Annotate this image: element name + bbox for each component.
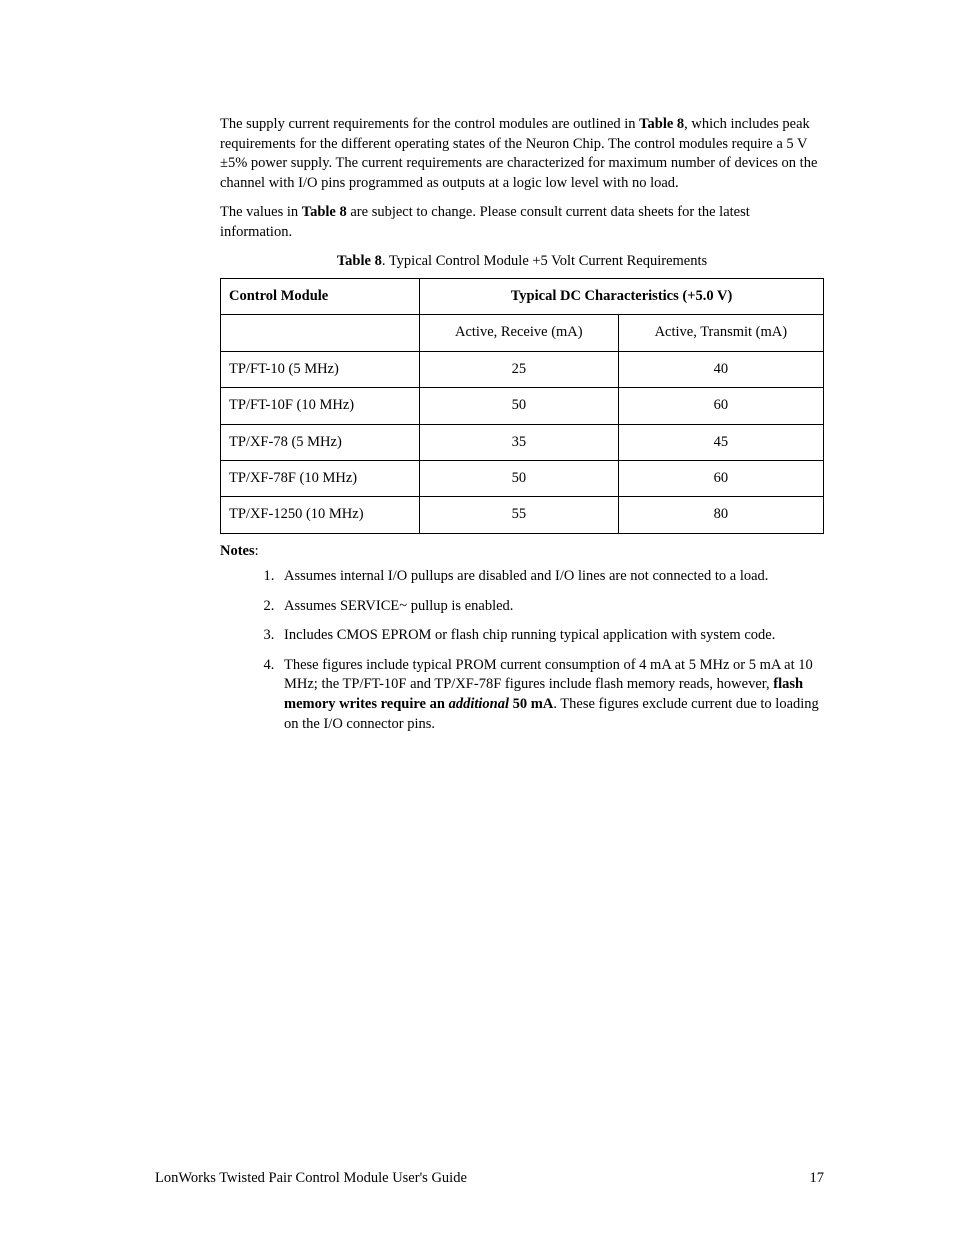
footer-page-number: 17: [810, 1170, 825, 1187]
note-item-2: Assumes SERVICE~ pullup is enabled.: [278, 597, 824, 617]
table-row: TP/XF-1250 (10 MHz) 55 80: [221, 497, 824, 533]
cell-transmit: 60: [618, 460, 823, 496]
cell-transmit: 45: [618, 424, 823, 460]
current-requirements-table: Control Module Typical DC Characteristic…: [220, 278, 824, 534]
subheader-receive: Active, Receive (mA): [419, 315, 618, 351]
subheader-blank: [221, 315, 420, 351]
cell-receive: 50: [419, 388, 618, 424]
notes-bold: Notes: [220, 543, 255, 559]
notes-label: Notes:: [220, 542, 824, 562]
table-caption: Table 8. Typical Control Module +5 Volt …: [220, 252, 824, 272]
n4-bolditalic: additional: [449, 696, 509, 712]
table-row: TP/FT-10F (10 MHz) 50 60: [221, 388, 824, 424]
table-row: TP/XF-78F (10 MHz) 50 60: [221, 460, 824, 496]
table-subheader-row: Active, Receive (mA) Active, Transmit (m…: [221, 315, 824, 351]
page-content: The supply current requirements for the …: [0, 0, 954, 734]
table-row: TP/XF-78 (5 MHz) 35 45: [221, 424, 824, 460]
note-item-1: Assumes internal I/O pullups are disable…: [278, 567, 824, 587]
cell-transmit: 80: [618, 497, 823, 533]
cell-module: TP/FT-10 (5 MHz): [221, 351, 420, 387]
cell-receive: 35: [419, 424, 618, 460]
cell-module: TP/FT-10F (10 MHz): [221, 388, 420, 424]
note-item-3: Includes CMOS EPROM or flash chip runnin…: [278, 626, 824, 646]
cell-transmit: 60: [618, 388, 823, 424]
cell-transmit: 40: [618, 351, 823, 387]
cell-module: TP/XF-78F (10 MHz): [221, 460, 420, 496]
intro-paragraph-2: The values in Table 8 are subject to cha…: [220, 203, 824, 242]
table-row: TP/FT-10 (5 MHz) 25 40: [221, 351, 824, 387]
n4-pre: These figures include typical PROM curre…: [284, 657, 813, 693]
header-dc-characteristics: Typical DC Characteristics (+5.0 V): [419, 278, 823, 314]
subheader-transmit: Active, Transmit (mA): [618, 315, 823, 351]
notes-colon: :: [255, 543, 259, 559]
p1-pre: The supply current requirements for the …: [220, 116, 639, 132]
intro-paragraph-1: The supply current requirements for the …: [220, 115, 824, 193]
n4-bold2: 50 mA: [509, 696, 553, 712]
p2-pre: The values in: [220, 204, 302, 220]
table-header-row: Control Module Typical DC Characteristic…: [221, 278, 824, 314]
notes-list: Assumes internal I/O pullups are disable…: [250, 567, 824, 734]
cell-receive: 55: [419, 497, 618, 533]
p2-table-ref: Table 8: [302, 204, 347, 220]
cell-receive: 50: [419, 460, 618, 496]
footer-title: LonWorks Twisted Pair Control Module Use…: [155, 1170, 467, 1187]
header-control-module: Control Module: [221, 278, 420, 314]
note-item-4: These figures include typical PROM curre…: [278, 656, 824, 734]
cell-receive: 25: [419, 351, 618, 387]
p1-table-ref: Table 8: [639, 116, 684, 132]
cell-module: TP/XF-1250 (10 MHz): [221, 497, 420, 533]
page-footer: LonWorks Twisted Pair Control Module Use…: [155, 1170, 824, 1187]
cell-module: TP/XF-78 (5 MHz): [221, 424, 420, 460]
caption-bold: Table 8: [337, 253, 382, 269]
caption-rest: . Typical Control Module +5 Volt Current…: [382, 253, 707, 269]
